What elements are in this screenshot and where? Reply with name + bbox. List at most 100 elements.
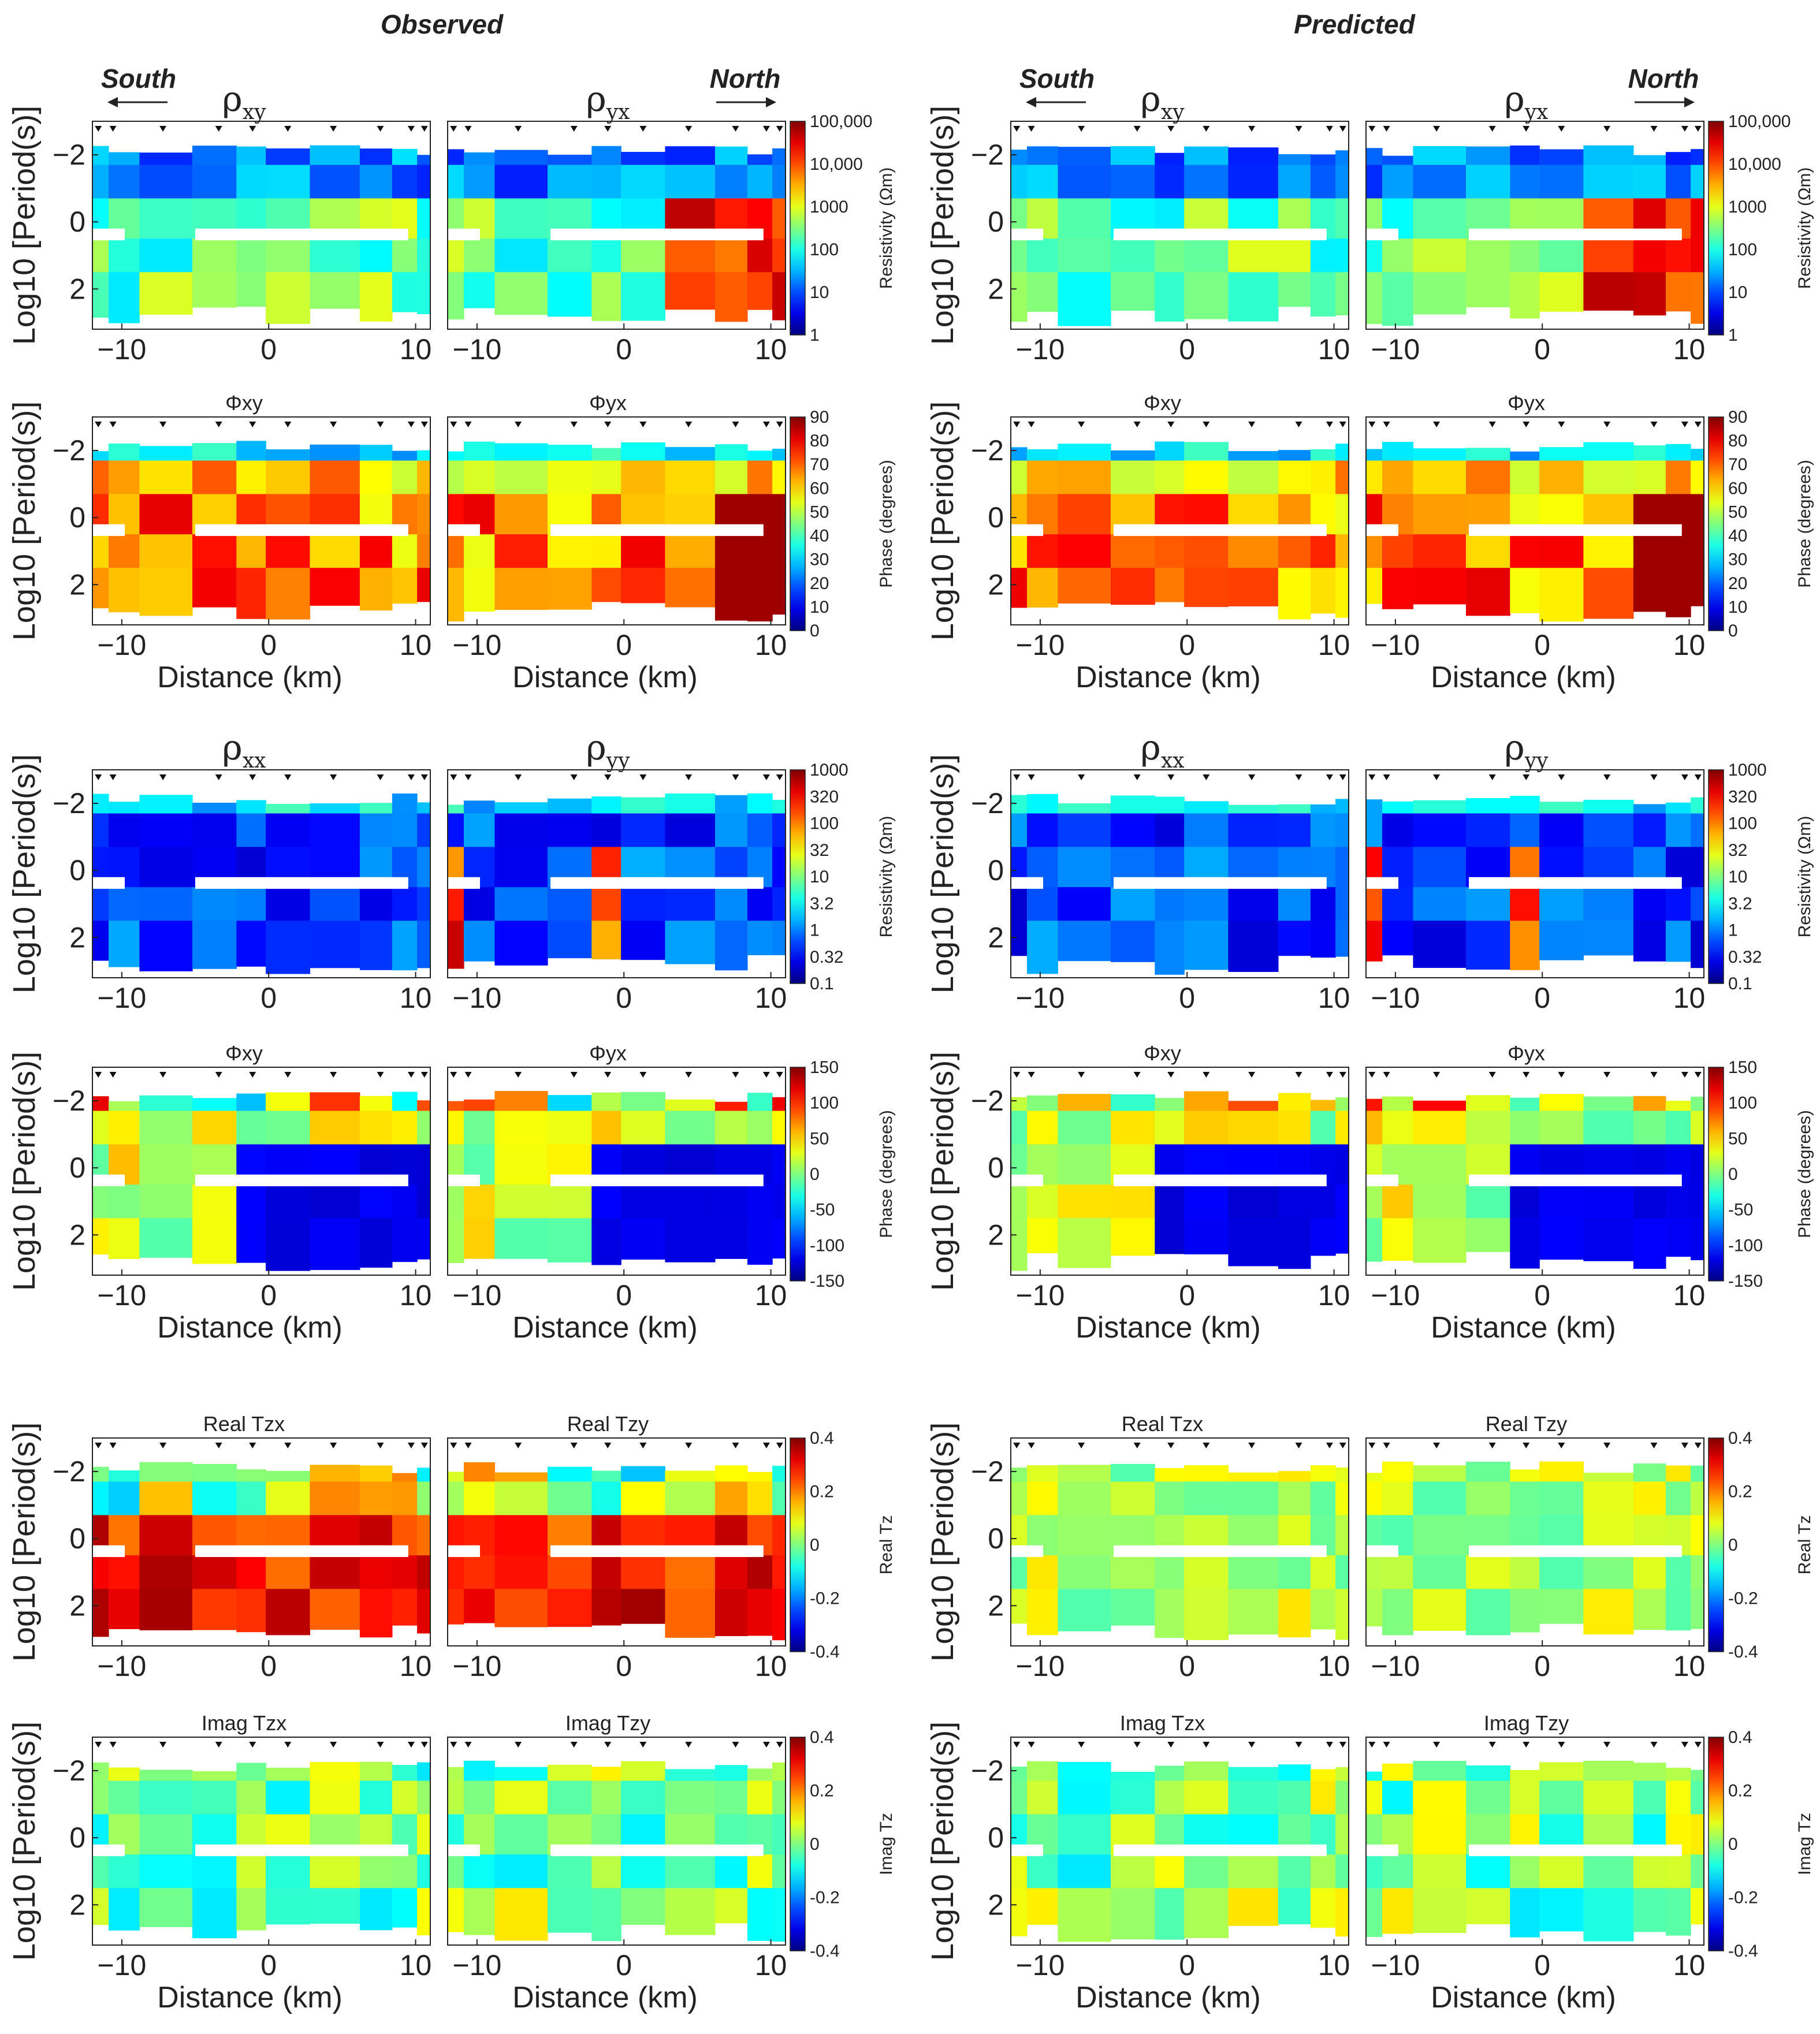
data-block [772, 847, 786, 888]
panel-frame [1010, 769, 1349, 978]
data-block [714, 1888, 748, 1924]
data-block [392, 272, 418, 312]
data-block [1058, 1111, 1111, 1145]
data-block [1665, 1218, 1691, 1257]
colorbar [1708, 769, 1724, 984]
data-block [192, 1218, 237, 1264]
data-block [236, 441, 266, 461]
data-block [1011, 1767, 1028, 1782]
data-block [359, 1555, 393, 1589]
station-marker [732, 1072, 739, 1078]
y-tick-label: 2 [988, 1219, 1004, 1251]
data-block [1184, 813, 1229, 848]
data-block [139, 494, 193, 535]
y-tick-label: 2 [988, 1888, 1004, 1921]
data-block [621, 1481, 665, 1516]
data-block [1111, 568, 1155, 605]
data-block [591, 568, 621, 602]
panel-rho_diag-obs-1: −10 0 10ρyxNorth100,00010,0001000100101Res… [447, 64, 896, 366]
data-gap [1114, 877, 1327, 889]
station-marker [1488, 774, 1496, 780]
data-block [1691, 1780, 1704, 1815]
station-marker [1650, 1443, 1658, 1448]
colorbar-tick-label: 10 [1728, 598, 1747, 617]
y-axis-label: Log10 [Period(s)] [925, 754, 960, 993]
station-marker [1326, 1072, 1333, 1078]
data-block [1466, 1462, 1510, 1482]
data-block [310, 1092, 360, 1112]
data-block [591, 1111, 621, 1145]
data-block [1510, 1097, 1540, 1112]
data-block [92, 1466, 109, 1482]
data-block [310, 1888, 360, 1924]
station-marker [1558, 774, 1565, 780]
station-marker [249, 422, 256, 427]
y-axis-label: Log10 [Period(s)] [925, 1722, 960, 1961]
station-marker [249, 126, 256, 132]
y-tick-label: 0 [988, 854, 1004, 886]
data-block [192, 568, 237, 608]
data-block [1335, 1184, 1349, 1219]
colorbar-tick-label: 32 [1728, 841, 1747, 860]
x-tick-label: 10 [1673, 982, 1706, 1014]
colorbar-tick-label: -0.4 [1728, 1942, 1758, 1961]
data-block [1011, 150, 1028, 165]
colorbar-tick-label: 10 [1728, 283, 1747, 302]
data-block [109, 1780, 140, 1815]
data-block [1111, 1481, 1155, 1516]
data-block [109, 272, 140, 323]
data-block [714, 1218, 748, 1259]
data-block [548, 460, 592, 495]
station-marker [1650, 126, 1658, 132]
data-block [1413, 448, 1467, 461]
data-block [665, 1888, 716, 1935]
data-block [1633, 155, 1666, 166]
data-block [1466, 1095, 1510, 1112]
y-tick-label: 2 [988, 1589, 1004, 1622]
data-block [747, 813, 773, 848]
data-gap [1011, 1545, 1043, 1558]
data-block [139, 239, 193, 273]
data-block [772, 1097, 786, 1111]
station-marker [450, 1742, 457, 1748]
data-block [464, 1555, 495, 1589]
data-block [1111, 165, 1155, 199]
data-block [1583, 1218, 1634, 1261]
data-block [1335, 1111, 1349, 1145]
data-block [1335, 1854, 1349, 1888]
data-block [359, 1481, 393, 1516]
station-marker [1368, 1742, 1376, 1748]
data-block [359, 239, 393, 273]
station-marker [1558, 126, 1565, 132]
data-block [417, 1144, 431, 1185]
data-block [1278, 154, 1311, 166]
station-marker [604, 774, 612, 780]
data-gap [92, 1545, 125, 1558]
x-tick-label: −10 [97, 1949, 146, 1981]
data-block [714, 1555, 748, 1589]
data-block [1058, 1144, 1111, 1185]
data-block [1691, 494, 1704, 535]
x-tick-label: 0 [1179, 333, 1195, 366]
data-block [266, 165, 310, 199]
data-block [1184, 1481, 1229, 1516]
data-block [92, 1218, 109, 1255]
colorbar-tick-label: 0.1 [1728, 974, 1752, 993]
data-block [1691, 1515, 1704, 1556]
data-block [1583, 1780, 1634, 1815]
data-block [1691, 1589, 1704, 1629]
colorbar-tick-label: -150 [810, 1272, 844, 1291]
direction-label-south: South [101, 64, 176, 94]
x-tick-label: 10 [755, 333, 787, 366]
data-block [448, 813, 464, 848]
data-block [139, 847, 193, 888]
data-block [1366, 1473, 1383, 1482]
data-block [1155, 1481, 1185, 1516]
data-block [192, 1888, 237, 1939]
data-block [1011, 272, 1028, 322]
data-block [621, 239, 665, 273]
station-marker [1383, 126, 1390, 132]
data-gap [1114, 228, 1327, 241]
